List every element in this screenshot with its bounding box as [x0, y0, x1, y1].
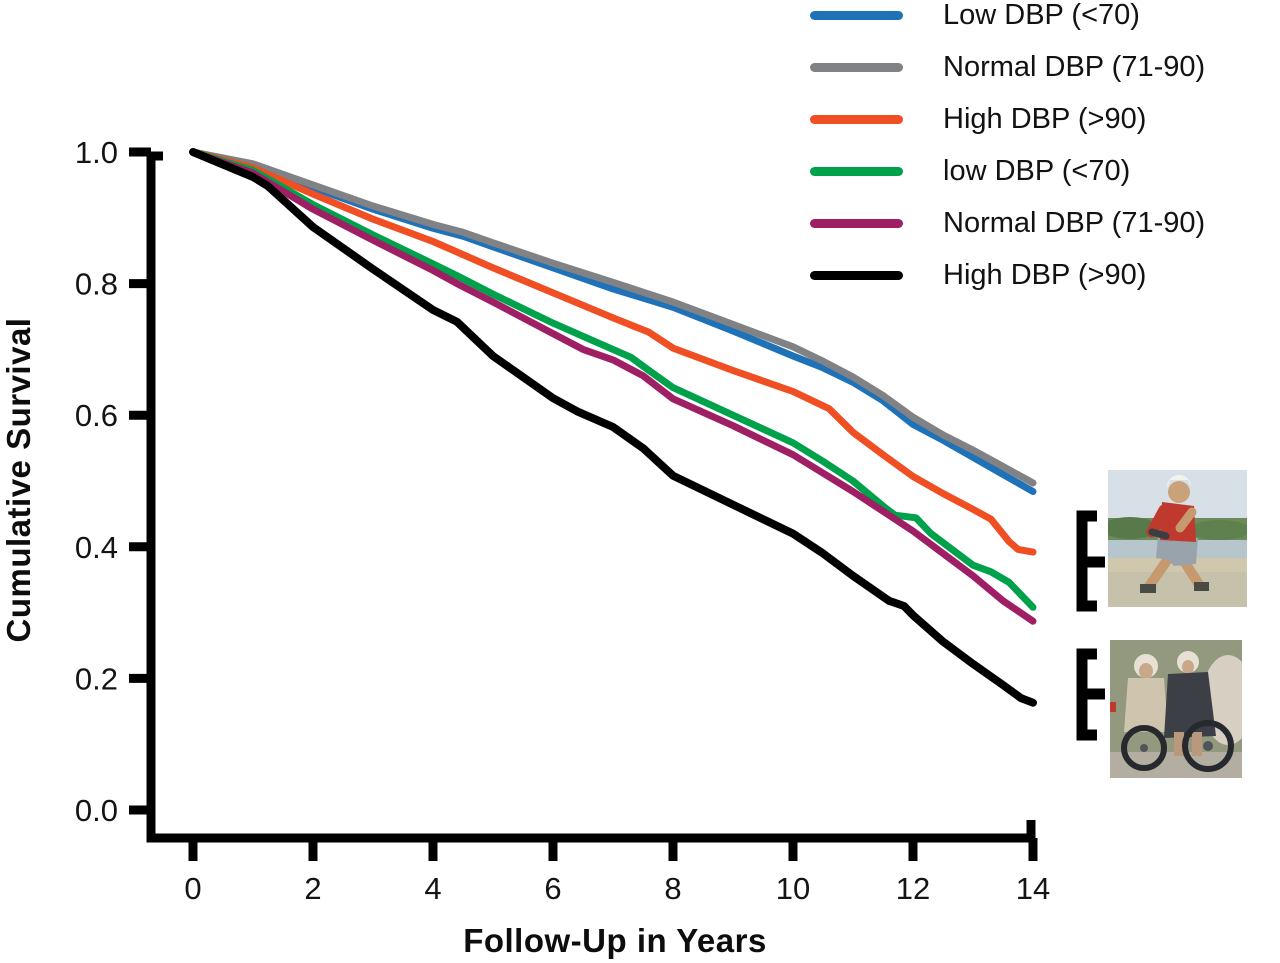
- x-axis-title: Follow-Up in Years: [463, 922, 767, 959]
- legend-swatch-low-dbp-70: [810, 10, 903, 20]
- curve-5-high-dbp-90: [189, 148, 1037, 707]
- older-adults-in-wheelchairs-photo: [1110, 640, 1242, 778]
- photo-grass: [1108, 572, 1247, 607]
- x-tick-label: 12: [896, 871, 930, 906]
- y-axis-title: Cumulative Survival: [0, 317, 37, 643]
- x-tick-label: 6: [544, 871, 561, 906]
- legend-label: low DBP (<70): [943, 154, 1131, 187]
- x-tick-label: 14: [1016, 871, 1050, 906]
- y-tick-label: 0.2: [75, 661, 118, 696]
- legend-item-3-low-dbp-70: low DBP (<70): [810, 145, 1205, 197]
- curve-3-low-dbp-70: [189, 148, 1037, 611]
- y-tick-label: 0.4: [75, 530, 118, 565]
- legend-item-4-normal-dbp-71-90: Normal DBP (71-90): [810, 197, 1205, 249]
- legend-swatch-normal-dbp-71-90: [810, 62, 903, 72]
- legend-swatch-normal-dbp-71-90: [810, 218, 903, 228]
- legend-item-1-normal-dbp-71-90: Normal DBP (71-90): [810, 41, 1205, 93]
- x-tick-label: 10: [776, 871, 810, 906]
- legend-swatch-low-dbp-70: [810, 166, 903, 176]
- legend-item-5-high-dbp-90: High DBP (>90): [810, 249, 1205, 301]
- x-tick-label: 0: [184, 871, 201, 906]
- legend-item-0-low-dbp-70: Low DBP (<70): [810, 0, 1205, 41]
- curve-4-normal-dbp-71-90: [189, 148, 1037, 625]
- legend-label: High DBP (>90): [943, 102, 1147, 135]
- wheelchair-wheels: [1121, 720, 1234, 772]
- y-tick-label: 0.6: [75, 398, 118, 433]
- legend-label: Low DBP (<70): [943, 0, 1140, 31]
- x-tick-label: 2: [304, 871, 321, 906]
- photo-person-active: [1140, 474, 1209, 593]
- y-tick-label: 1.0: [75, 135, 118, 170]
- legend-label: High DBP (>90): [943, 258, 1147, 291]
- photo-shore: [1108, 558, 1247, 574]
- photo-person-left: [1124, 654, 1168, 732]
- photo-cap: [1166, 474, 1191, 488]
- legend-swatch-high-dbp-90: [810, 270, 903, 280]
- curve-1-normal-dbp-71-90: [189, 148, 1037, 487]
- legend: Low DBP (<70) Normal DBP (71-90) High DBP …: [810, 0, 1205, 301]
- legend-label: Normal DBP (71-90): [943, 206, 1206, 239]
- active-older-adult-photo: [1108, 470, 1247, 607]
- curve-2-high-dbp-90: [189, 148, 1037, 556]
- x-tick-label: 4: [424, 871, 441, 906]
- axis-frame: [146, 151, 1036, 843]
- y-tick-label: 0.8: [75, 267, 118, 302]
- y-tick-label: 0.0: [75, 793, 118, 828]
- legend-label: Normal DBP (71-90): [943, 50, 1206, 83]
- legend-swatch-high-dbp-90: [810, 114, 903, 124]
- legend-item-2-high-dbp-90: High DBP (>90): [810, 93, 1205, 145]
- x-tick-label: 8: [664, 871, 681, 906]
